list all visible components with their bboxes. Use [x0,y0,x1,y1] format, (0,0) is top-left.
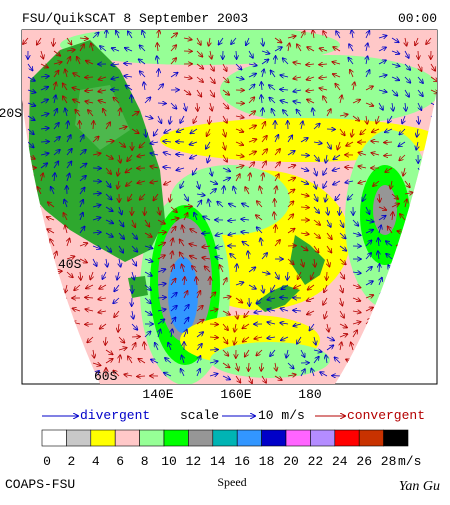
wind-arrow [326,272,327,280]
colorbar-swatch [384,430,408,446]
lat-label: 20S [0,106,22,121]
colorbar-swatch [335,430,359,446]
lon-label: 180 [298,387,321,402]
colorbar-label: 24 [332,454,348,469]
legend-divergent: divergent [80,408,150,423]
colorbar-swatch [66,430,90,446]
colorbar-swatch [140,430,164,446]
colorbar-unit: m/s [398,454,421,469]
footer-center: Speed [217,475,246,489]
lat-label: 60S [94,369,118,384]
colorbar-swatch [42,430,66,446]
colorbar-label: 18 [259,454,275,469]
wind-arrow [85,77,93,78]
footer-left: COAPS-FSU [5,477,75,492]
footer-right: Yan Gu [399,479,440,494]
colorbar-label: 28 [381,454,397,469]
colorbar-swatch [286,430,310,446]
colorbar-swatch [91,430,115,446]
colorbar-label: 4 [92,454,100,469]
wind-arrow [379,264,380,272]
wind-arrow [144,207,145,215]
colorbar-label: 8 [141,454,149,469]
colorbar-label: 26 [356,454,372,469]
colorbar-label: 14 [210,454,226,469]
wind-arrow [274,199,275,207]
colorbar-swatch [213,430,237,446]
wind-arrow [137,376,145,377]
colorbar-swatch [164,430,188,446]
colorbar-label: 12 [186,454,202,469]
colorbar-swatch [237,430,261,446]
colorbar-label: 0 [43,454,51,469]
wind-arrow [384,142,392,143]
colorbar-label: 22 [308,454,324,469]
colorbar-swatch [359,430,383,446]
colorbar-label: 2 [67,454,75,469]
colorbar-swatch [115,430,139,446]
lon-label: 160E [220,387,251,402]
colorbar-swatch [310,430,334,446]
lat-label: 40S [58,257,82,272]
colorbar-label: 10 [161,454,177,469]
wind-arrow [79,121,80,129]
colorbar-label: 20 [283,454,299,469]
wind-arrow [418,51,419,59]
lon-label: 140E [142,387,173,402]
legend-scale: scale [180,408,219,423]
colorbar-label: 6 [116,454,124,469]
colorbar-swatch [262,430,286,446]
title: FSU/QuikSCAT 8 September 2003 [22,11,248,26]
wind-arrow [41,141,49,142]
colorbar-swatch [188,430,212,446]
time: 00:00 [398,11,437,26]
colorbar-label: 16 [234,454,250,469]
legend-scale-value: 10 m/s [258,408,305,423]
legend-convergent: convergent [347,408,425,423]
